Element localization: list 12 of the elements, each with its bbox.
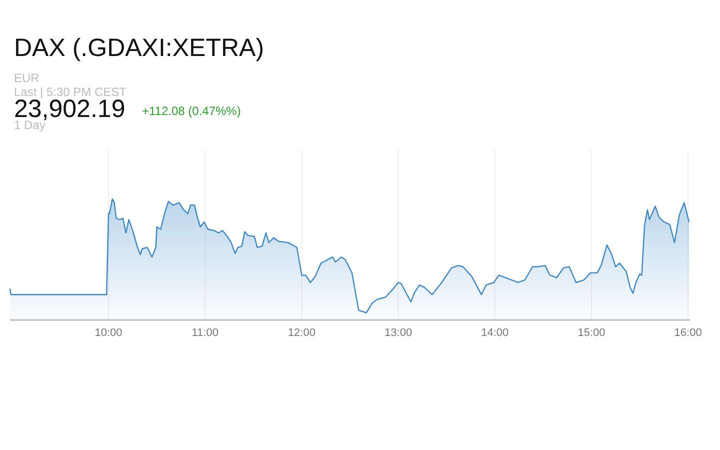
- x-tick-label: 15:00: [578, 326, 606, 339]
- x-tick-label: 14:00: [481, 326, 509, 339]
- text: EUR: [14, 71, 40, 85]
- x-tick-label: 11:00: [192, 326, 218, 339]
- chart-title: DAX (.GDAXI:XETRA): [14, 34, 264, 62]
- x-tick-label: 12:00: [288, 326, 316, 339]
- x-tick-label: 16:00: [674, 326, 702, 339]
- text: Last | 5:30 PM CEST: [14, 85, 128, 99]
- text: 1 Day: [14, 118, 46, 132]
- x-tick-label: 13:00: [384, 326, 412, 339]
- text: +112.08 (0.47%%): [142, 104, 241, 118]
- x-tick-label: 10:00: [94, 326, 122, 339]
